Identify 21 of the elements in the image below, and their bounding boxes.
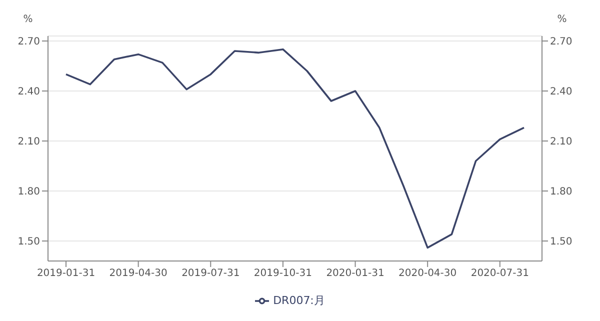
x-tick-label: 2020-04-30 <box>398 268 457 280</box>
line-series <box>65 48 525 249</box>
y-axis-title: % <box>23 14 33 25</box>
y-tick-label: 2.40 <box>18 86 40 98</box>
x-tick-label: 2019-01-31 <box>36 268 96 280</box>
y-tick-label: 1.80 <box>18 186 40 198</box>
y2-tick-label: 1.80 <box>550 186 572 198</box>
y-tick-label: 2.70 <box>18 36 40 48</box>
y2-tick-label: 1.50 <box>550 236 572 248</box>
x-tick-label: 2020-07-31 <box>470 268 529 280</box>
x-tick-label: 2020-01-31 <box>326 268 384 280</box>
legend-label: DR007:月 <box>273 294 325 307</box>
y2-tick-label: 2.40 <box>550 86 572 98</box>
y-tick-label: 1.50 <box>18 236 40 248</box>
y2-tick-label: 2.70 <box>550 36 572 48</box>
x-tick-label: 2019-10-31 <box>254 268 312 280</box>
y2-axis-title: % <box>557 14 567 25</box>
y2-tick-label: 2.10 <box>550 136 572 148</box>
y-tick-label: 2.10 <box>18 136 40 148</box>
x-tick-label: 2019-07-31 <box>182 268 240 280</box>
x-tick-label: 2019-04-30 <box>109 268 168 280</box>
